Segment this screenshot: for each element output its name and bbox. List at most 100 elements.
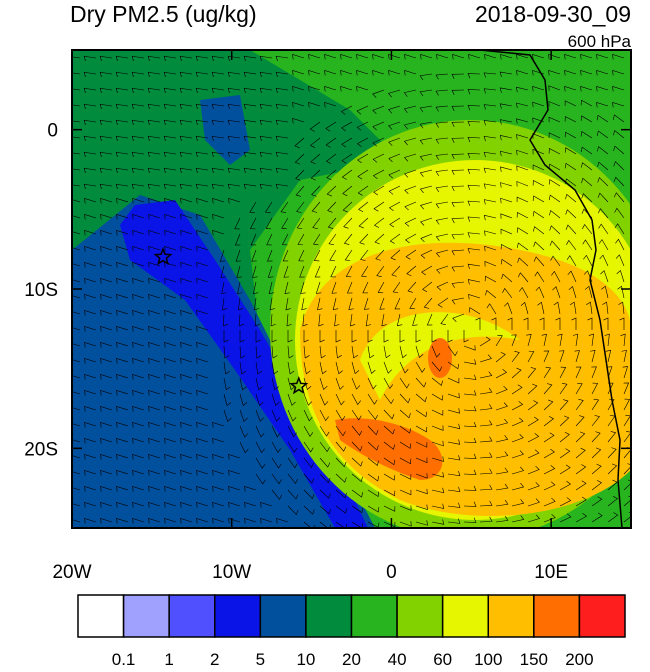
wind-barb xyxy=(303,521,315,528)
wind-barb xyxy=(164,278,177,284)
wind-barb xyxy=(383,441,395,450)
wind-barb xyxy=(132,278,145,284)
wind-barb xyxy=(575,480,587,491)
wind-barb xyxy=(361,265,369,278)
wind-barb xyxy=(390,249,401,261)
wind-barb xyxy=(607,479,618,491)
wind-barb xyxy=(360,249,369,261)
wind-barb xyxy=(590,350,596,363)
wind-barb xyxy=(415,345,424,359)
wind-barb xyxy=(303,393,313,406)
wind-barb xyxy=(555,317,561,330)
wind-barb xyxy=(211,55,225,62)
wind-barb xyxy=(84,358,97,364)
wind-barb xyxy=(243,151,257,158)
wind-barb xyxy=(211,167,225,174)
wind-barb xyxy=(373,217,385,228)
wind-barb xyxy=(479,420,493,427)
wind-barb xyxy=(412,313,418,326)
wind-barb xyxy=(596,114,609,123)
wind-barb xyxy=(84,262,97,268)
wind-barb xyxy=(196,198,209,204)
wind-barb xyxy=(388,54,401,60)
wind-barb xyxy=(211,183,225,190)
wind-barb xyxy=(132,214,145,220)
wind-barb xyxy=(211,119,225,126)
wind-barb xyxy=(517,272,529,283)
wind-barb xyxy=(543,513,556,523)
wind-barb xyxy=(72,104,81,107)
wind-barb xyxy=(613,161,625,171)
wind-barb xyxy=(351,377,361,390)
wind-barb xyxy=(331,281,337,294)
wind-barb xyxy=(132,262,145,268)
colorbar-label: 1 xyxy=(164,650,173,667)
wind-barb xyxy=(196,422,209,428)
wind-barb xyxy=(292,70,305,76)
wind-barb xyxy=(147,119,161,126)
wind-barb xyxy=(399,409,411,419)
wind-barb xyxy=(328,233,337,246)
wind-barb xyxy=(532,54,545,60)
colorbar-box xyxy=(122,594,170,638)
wind-barb xyxy=(330,265,337,278)
wind-barb xyxy=(84,406,97,412)
wind-barb xyxy=(259,71,273,78)
wind-barb xyxy=(252,265,258,278)
site-marker xyxy=(153,247,173,266)
wind-barb xyxy=(548,179,561,187)
wind-barb xyxy=(516,227,529,235)
wind-barb xyxy=(285,297,291,311)
wind-barb xyxy=(196,454,209,460)
wind-barb xyxy=(372,137,385,147)
wind-barb xyxy=(271,393,280,406)
wind-barb xyxy=(319,361,327,375)
wind-barb xyxy=(367,393,378,405)
wind-barb xyxy=(399,330,405,343)
wind-barb xyxy=(251,249,257,262)
wind-barb xyxy=(100,518,113,524)
wind-barb xyxy=(244,502,257,508)
wind-barb xyxy=(180,502,193,508)
wind-barb xyxy=(303,489,315,500)
wind-barb xyxy=(431,393,444,401)
wind-barb xyxy=(164,406,177,412)
wind-barb xyxy=(295,185,305,197)
wind-barb xyxy=(243,135,257,142)
wind-barb xyxy=(483,104,497,110)
wind-barb xyxy=(148,486,161,492)
wind-barb xyxy=(597,161,609,171)
wind-barb xyxy=(575,366,582,379)
wind-barb xyxy=(532,70,545,76)
wind-barb xyxy=(377,281,385,294)
wind-barb xyxy=(373,185,385,196)
wind-barb xyxy=(495,516,509,523)
colorbar-box xyxy=(350,594,398,638)
wind-barb xyxy=(516,212,529,219)
wind-barb xyxy=(115,167,129,174)
wind-barb xyxy=(602,301,609,315)
colorbar-box xyxy=(441,594,489,638)
wind-barb xyxy=(586,301,593,315)
wind-barb xyxy=(311,185,321,197)
wind-barb xyxy=(310,153,321,165)
wind-barb xyxy=(164,486,177,492)
wind-barb xyxy=(84,310,97,316)
wind-barb xyxy=(72,423,81,427)
colorbar-label: 100 xyxy=(474,650,502,667)
wind-barb xyxy=(271,330,277,343)
wind-barb xyxy=(228,198,241,204)
wind-barb xyxy=(404,169,417,178)
wind-barb xyxy=(164,422,177,428)
wind-barb xyxy=(100,358,113,364)
wind-barb xyxy=(587,317,593,330)
wind-barb xyxy=(616,270,625,283)
wind-barb xyxy=(329,249,337,262)
wind-barb xyxy=(551,270,561,283)
wind-barb xyxy=(116,230,129,236)
wind-barb xyxy=(415,441,428,448)
wind-barb xyxy=(617,285,625,299)
wind-barb xyxy=(223,409,232,422)
wind-barb xyxy=(275,151,289,158)
wind-barb xyxy=(147,55,161,62)
